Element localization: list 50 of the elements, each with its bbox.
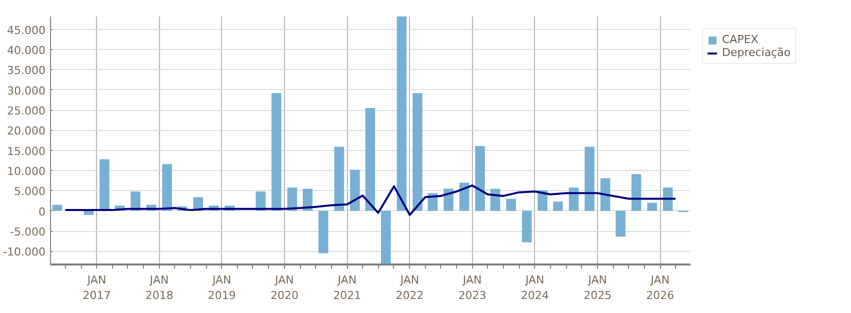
bar bbox=[616, 210, 626, 237]
x-tick-label: JAN 2026 bbox=[646, 274, 674, 302]
bar bbox=[365, 108, 376, 211]
y-tick-label: 40.000 bbox=[7, 44, 46, 58]
bar bbox=[553, 202, 563, 211]
y-tick-label: 35.000 bbox=[7, 64, 46, 78]
bar bbox=[647, 202, 657, 211]
bar bbox=[490, 188, 500, 211]
legend-label: Depreciação bbox=[722, 46, 791, 59]
y-tick-label: 25.000 bbox=[7, 104, 46, 118]
y-tick-label: 5.000 bbox=[14, 185, 46, 198]
bar bbox=[334, 146, 344, 211]
x-tick-label: JAN 2024 bbox=[520, 274, 549, 302]
x-tick-label: JAN 2023 bbox=[458, 274, 486, 302]
bar bbox=[444, 188, 454, 211]
x-tick-label: JAN 2022 bbox=[396, 274, 424, 302]
y-tick-label: 20.000 bbox=[7, 124, 46, 138]
bar bbox=[459, 182, 470, 211]
bar bbox=[396, 16, 407, 211]
y-tick-label: -10.000 bbox=[3, 246, 46, 259]
bar bbox=[412, 93, 422, 211]
line-series bbox=[64, 184, 677, 216]
bar bbox=[475, 146, 485, 211]
x-tick-label: JAN 2018 bbox=[145, 274, 174, 302]
bar bbox=[600, 178, 610, 211]
bar bbox=[584, 146, 594, 211]
bar bbox=[381, 210, 391, 264]
bar bbox=[84, 210, 94, 215]
bar bbox=[272, 93, 282, 211]
x-tick-label: JAN 2021 bbox=[333, 274, 362, 302]
bar bbox=[100, 159, 110, 211]
x-tick-label: JAN 2025 bbox=[584, 274, 612, 302]
bar bbox=[318, 210, 328, 254]
bar bbox=[162, 164, 172, 211]
bar bbox=[662, 187, 673, 211]
y-tick-label: 45.000 bbox=[7, 24, 46, 37]
y-tick-label: 30.000 bbox=[7, 84, 46, 98]
x-tick-label: JAN 2017 bbox=[82, 274, 111, 302]
y-tick-label: 10.000 bbox=[7, 165, 46, 178]
y-tick-label: 0 bbox=[38, 205, 46, 218]
bar bbox=[506, 198, 516, 211]
bar bbox=[522, 210, 532, 242]
bar bbox=[52, 204, 62, 211]
y-tick-label: 15.000 bbox=[7, 144, 46, 158]
y-tick-label: -5.000 bbox=[10, 226, 46, 239]
x-tick-label: JAN 2020 bbox=[270, 274, 298, 302]
x-tick-label: JAN 2019 bbox=[208, 274, 236, 302]
bar bbox=[631, 174, 642, 211]
legend-label: CAPEX bbox=[722, 33, 758, 46]
bar bbox=[350, 170, 360, 211]
